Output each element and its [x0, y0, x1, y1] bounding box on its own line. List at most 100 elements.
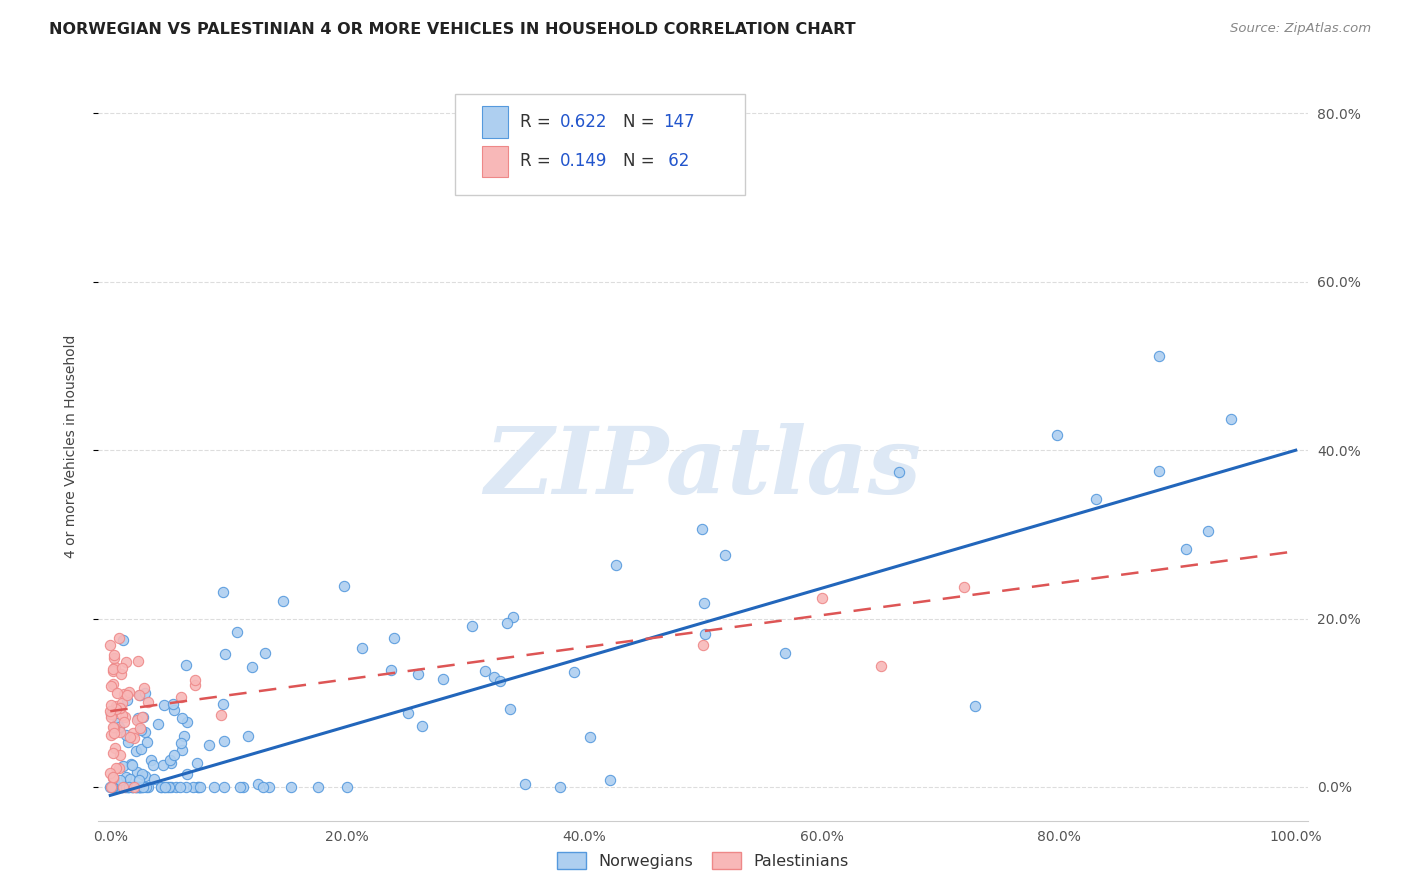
Point [118, 685, 141, 699]
Point [254, 646, 277, 660]
Point [579, 730, 602, 744]
Point [176, 714, 198, 729]
Point [411, 719, 433, 733]
Point [714, 548, 737, 562]
Point [692, 638, 714, 652]
Point [198, 739, 221, 753]
Point [965, 698, 987, 713]
Point [117, 735, 139, 749]
Point [127, 780, 149, 794]
Point [125, 780, 148, 794]
Point [169, 780, 191, 794]
Point [110, 780, 132, 794]
Point [105, 780, 128, 794]
Point [120, 756, 142, 771]
Point [129, 780, 152, 794]
Y-axis label: 4 or more Vehicles in Household: 4 or more Vehicles in Household [63, 334, 77, 558]
Point [100, 698, 122, 712]
Point [869, 658, 891, 673]
Point [101, 663, 124, 677]
Point [105, 698, 128, 713]
Point [236, 729, 259, 743]
Point [1197, 524, 1219, 538]
Point [513, 776, 536, 790]
Point [122, 780, 145, 794]
Point [173, 729, 195, 743]
Point [114, 687, 136, 701]
Point [162, 697, 184, 711]
Point [165, 780, 187, 794]
Point [104, 660, 127, 674]
Point [693, 596, 716, 610]
Point [115, 655, 138, 669]
Point [114, 780, 136, 794]
Point [128, 689, 150, 703]
Point [121, 780, 143, 794]
Point [127, 654, 149, 668]
Point [111, 708, 134, 723]
Point [134, 780, 156, 794]
Point [170, 711, 193, 725]
Point [132, 710, 155, 724]
Point [98, 638, 121, 652]
Text: 147: 147 [664, 112, 695, 131]
Point [108, 700, 131, 714]
Point [100, 710, 122, 724]
Point [105, 716, 128, 731]
Point [103, 677, 125, 691]
Point [112, 715, 135, 730]
Point [114, 780, 136, 794]
Point [181, 780, 204, 794]
Point [104, 741, 127, 756]
Point [103, 722, 125, 736]
Text: Source: ZipAtlas.com: Source: ZipAtlas.com [1230, 22, 1371, 36]
Point [120, 772, 142, 786]
Point [108, 721, 131, 735]
Point [101, 770, 124, 784]
Point [382, 632, 405, 646]
Point [226, 625, 249, 640]
Point [599, 772, 621, 787]
Point [129, 688, 152, 702]
Point [103, 721, 125, 735]
Point [108, 773, 131, 788]
Point [1046, 427, 1069, 442]
Point [121, 758, 143, 772]
Point [159, 753, 181, 767]
Point [98, 780, 121, 794]
Point [136, 696, 159, 710]
Point [117, 780, 139, 794]
Point [103, 780, 125, 794]
Point [1220, 412, 1243, 426]
Point [169, 690, 191, 704]
Point [170, 736, 193, 750]
Point [134, 681, 156, 696]
Point [1174, 541, 1197, 556]
Point [502, 610, 524, 624]
Point [150, 780, 173, 794]
Point [104, 780, 127, 794]
Point [111, 758, 134, 772]
Text: 0.622: 0.622 [561, 112, 607, 131]
Point [100, 728, 122, 742]
Point [482, 670, 505, 684]
Point [111, 661, 134, 675]
Point [211, 698, 233, 712]
Point [112, 780, 135, 794]
Text: 62: 62 [664, 153, 689, 170]
Point [152, 758, 174, 772]
Point [101, 664, 124, 678]
Point [105, 702, 128, 716]
Point [460, 619, 482, 633]
Point [495, 615, 517, 630]
Point [98, 704, 121, 718]
Bar [482, 106, 509, 137]
Point [380, 663, 402, 677]
Point [128, 780, 150, 794]
Point [105, 780, 128, 794]
Point [129, 723, 152, 738]
Point [136, 735, 159, 749]
Point [115, 693, 138, 707]
Point [127, 711, 149, 725]
Point [111, 780, 134, 794]
